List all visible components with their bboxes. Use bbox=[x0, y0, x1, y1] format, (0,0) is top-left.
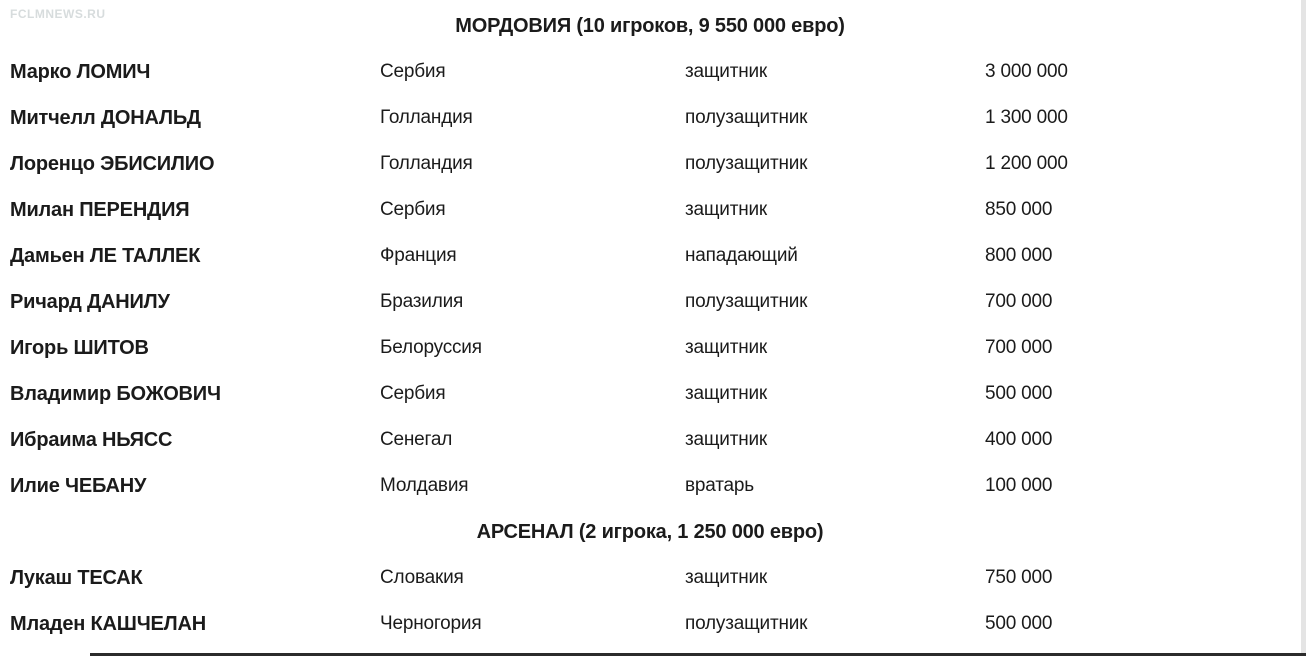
section-title: МОРДОВИЯ (10 игроков, 9 550 000 евро) bbox=[455, 14, 845, 37]
player-name: Дамьен ЛЕ ТАЛЛЕК bbox=[10, 244, 201, 267]
player-name: Владимир БОЖОВИЧ bbox=[10, 382, 221, 405]
player-position: защитник bbox=[685, 337, 768, 358]
player-row: Лукаш ТЕСАК Словакия защитник 750 000 bbox=[0, 555, 1300, 601]
player-value: 1 300 000 bbox=[985, 107, 1068, 128]
player-value: 700 000 bbox=[985, 337, 1053, 358]
section-title: АРСЕНАЛ (2 игрока, 1 250 000 евро) bbox=[476, 520, 824, 543]
player-row: Илие ЧЕБАНУ Молдавия вратарь 100 000 bbox=[0, 463, 1300, 509]
player-position: полузащитник bbox=[685, 613, 808, 634]
club-section: АРСЕНАЛ (2 игрока, 1 250 000 евро) Лукаш… bbox=[0, 509, 1300, 647]
player-value: 1 200 000 bbox=[985, 153, 1068, 174]
player-country: Сербия bbox=[380, 61, 446, 82]
player-value: 100 000 bbox=[985, 475, 1053, 496]
player-row: Младен КАШЧЕЛАН Черногория полузащитник … bbox=[0, 601, 1300, 647]
player-value: 850 000 bbox=[985, 199, 1053, 220]
player-name: Митчелл ДОНАЛЬД bbox=[10, 106, 201, 129]
player-position: защитник bbox=[685, 61, 768, 82]
scrollbar-track[interactable] bbox=[1301, 0, 1306, 656]
site-watermark: FCLMNEWS.RU bbox=[10, 7, 106, 21]
player-row: Митчелл ДОНАЛЬД Голландия полузащитник 1… bbox=[0, 95, 1300, 141]
player-country: Сербия bbox=[380, 383, 446, 404]
player-country: Франция bbox=[380, 245, 457, 266]
player-name: Младен КАШЧЕЛАН bbox=[10, 612, 207, 635]
player-name: Илие ЧЕБАНУ bbox=[10, 474, 147, 497]
player-name: Лоренцо ЭБИСИЛИО bbox=[10, 152, 215, 175]
player-name: Лукаш ТЕСАК bbox=[10, 566, 143, 589]
player-country: Словакия bbox=[380, 567, 464, 588]
player-row: Ибраима НЬЯСС Сенегал защитник 400 000 bbox=[0, 417, 1300, 463]
player-value: 750 000 bbox=[985, 567, 1053, 588]
player-row: Милан ПЕРЕНДИЯ Сербия защитник 850 000 bbox=[0, 187, 1300, 233]
player-value: 400 000 bbox=[985, 429, 1053, 450]
player-position: полузащитник bbox=[685, 153, 808, 174]
player-position: защитник bbox=[685, 199, 768, 220]
player-country: Сенегал bbox=[380, 429, 453, 450]
player-row: Дамьен ЛЕ ТАЛЛЕК Франция нападающий 800 … bbox=[0, 233, 1300, 279]
player-row: Игорь ШИТОВ Белоруссия защитник 700 000 bbox=[0, 325, 1300, 371]
player-country: Черногория bbox=[380, 613, 482, 634]
player-name: Ричард ДАНИЛУ bbox=[10, 290, 170, 313]
player-value: 500 000 bbox=[985, 383, 1053, 404]
player-position: нападающий bbox=[685, 245, 798, 266]
player-country: Голландия bbox=[380, 153, 473, 174]
section-rows: Лукаш ТЕСАК Словакия защитник 750 000 Мл… bbox=[0, 555, 1300, 647]
section-rows: Марко ЛОМИЧ Сербия защитник 3 000 000 Ми… bbox=[0, 49, 1300, 509]
player-country: Сербия bbox=[380, 199, 446, 220]
player-name: Ибраима НЬЯСС bbox=[10, 428, 173, 451]
player-position: защитник bbox=[685, 383, 768, 404]
player-value: 800 000 bbox=[985, 245, 1053, 266]
player-position: защитник bbox=[685, 429, 768, 450]
player-name: Игорь ШИТОВ bbox=[10, 336, 149, 359]
player-position: вратарь bbox=[685, 475, 754, 496]
player-value: 3 000 000 bbox=[985, 61, 1068, 82]
player-row: Ричард ДАНИЛУ Бразилия полузащитник 700 … bbox=[0, 279, 1300, 325]
club-section: МОРДОВИЯ (10 игроков, 9 550 000 евро) Ма… bbox=[0, 3, 1300, 509]
player-country: Молдавия bbox=[380, 475, 469, 496]
player-name: Марко ЛОМИЧ bbox=[10, 60, 151, 83]
player-country: Белоруссия bbox=[380, 337, 482, 358]
player-name: Милан ПЕРЕНДИЯ bbox=[10, 198, 190, 221]
player-row: Марко ЛОМИЧ Сербия защитник 3 000 000 bbox=[0, 49, 1300, 95]
player-position: защитник bbox=[685, 567, 768, 588]
transfer-list: МОРДОВИЯ (10 игроков, 9 550 000 евро) Ма… bbox=[0, 3, 1300, 647]
player-country: Голландия bbox=[380, 107, 473, 128]
page-bottom-divider bbox=[90, 653, 1306, 656]
player-row: Лоренцо ЭБИСИЛИО Голландия полузащитник … bbox=[0, 141, 1300, 187]
player-position: полузащитник bbox=[685, 107, 808, 128]
player-position: полузащитник bbox=[685, 291, 808, 312]
player-country: Бразилия bbox=[380, 291, 464, 312]
player-row: Владимир БОЖОВИЧ Сербия защитник 500 000 bbox=[0, 371, 1300, 417]
player-value: 700 000 bbox=[985, 291, 1053, 312]
player-value: 500 000 bbox=[985, 613, 1053, 634]
